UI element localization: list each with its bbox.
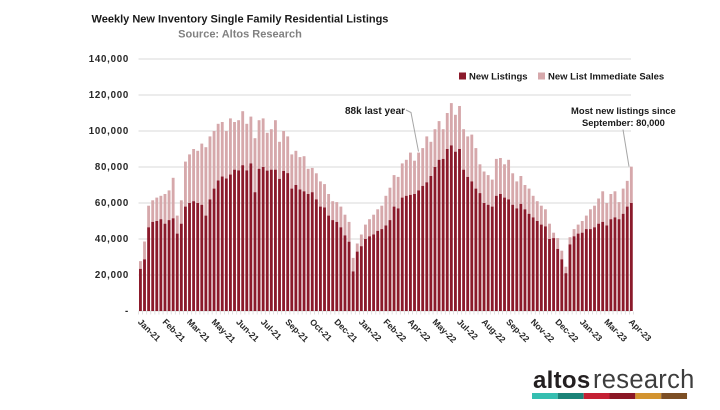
svg-text:40,000: 40,000: [95, 234, 129, 245]
svg-text:New Listings: New Listings: [469, 72, 528, 83]
svg-text:September: 80,000: September: 80,000: [582, 117, 665, 128]
svg-text:New List Immediate Sales: New List Immediate Sales: [548, 72, 664, 83]
svg-text:Most new listings since: Most new listings since: [571, 105, 676, 116]
svg-text:120,000: 120,000: [89, 90, 129, 101]
svg-text:140,000: 140,000: [89, 54, 129, 65]
svg-text:Weekly New Inventory Single Fa: Weekly New Inventory Single Family Resid…: [92, 14, 389, 26]
svg-text:altosresearch: altosresearch: [533, 366, 695, 394]
svg-text:60,000: 60,000: [95, 198, 129, 209]
svg-text:-: -: [125, 306, 129, 317]
svg-text:88k last year: 88k last year: [345, 106, 405, 117]
svg-text:100,000: 100,000: [89, 126, 129, 137]
svg-text:Source: Altos Research: Source: Altos Research: [178, 29, 302, 41]
svg-text:20,000: 20,000: [95, 270, 129, 281]
svg-text:80,000: 80,000: [95, 162, 129, 173]
